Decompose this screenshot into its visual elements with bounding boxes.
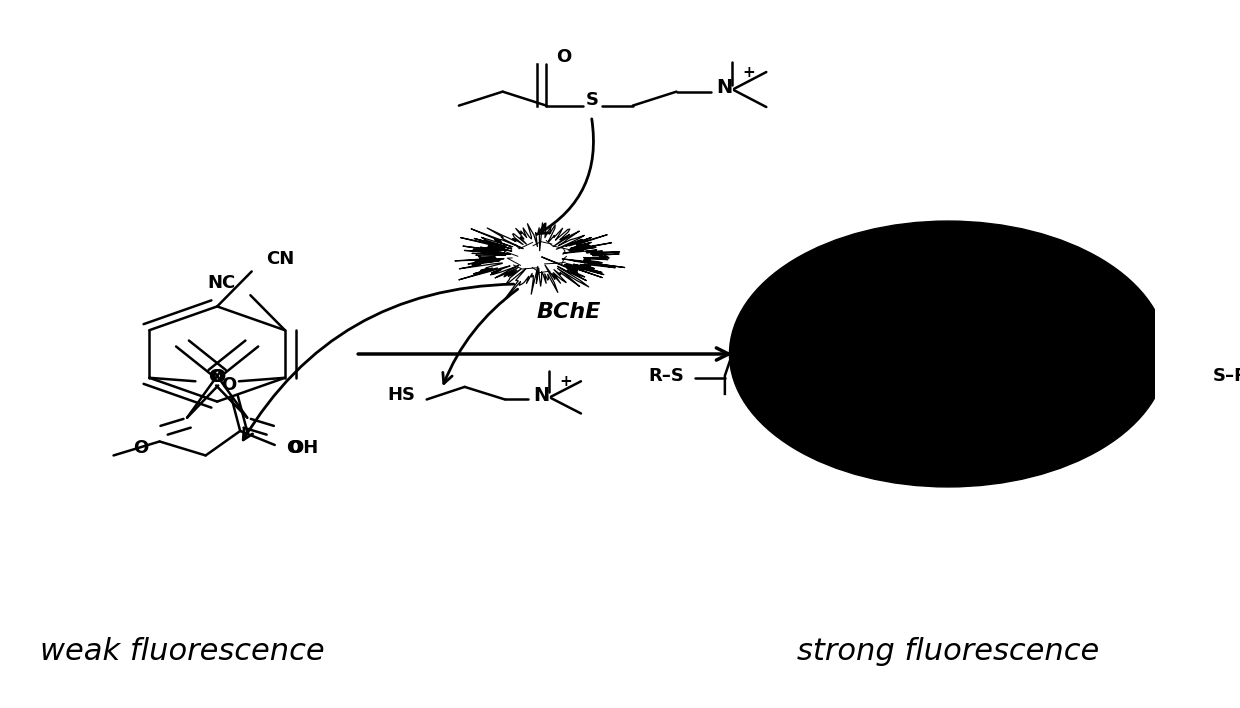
Text: strong fluorescence: strong fluorescence — [797, 637, 1100, 666]
Text: O: O — [556, 47, 572, 66]
Text: OH: OH — [289, 440, 319, 457]
Text: HS: HS — [387, 387, 415, 404]
Text: O: O — [221, 377, 237, 394]
Text: S: S — [587, 91, 599, 109]
Text: S–R: S–R — [1213, 367, 1240, 384]
Text: BChE: BChE — [536, 302, 600, 322]
Text: NC: NC — [207, 273, 236, 292]
Text: R–S: R–S — [649, 367, 684, 384]
Text: O: O — [285, 440, 301, 457]
Text: +: + — [559, 374, 573, 389]
Text: O: O — [211, 368, 226, 386]
Text: O: O — [208, 368, 223, 386]
Text: CN: CN — [267, 250, 295, 268]
Text: +: + — [743, 64, 755, 79]
Text: N: N — [533, 386, 549, 405]
Text: O: O — [134, 440, 149, 457]
Text: weak fluorescence: weak fluorescence — [41, 637, 325, 666]
Circle shape — [729, 221, 1167, 487]
Text: N: N — [717, 78, 733, 97]
